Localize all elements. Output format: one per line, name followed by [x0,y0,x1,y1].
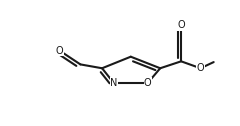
Text: O: O [56,45,63,56]
Text: O: O [177,20,185,30]
Text: O: O [144,78,152,88]
Text: O: O [197,63,204,73]
Text: N: N [110,78,117,88]
